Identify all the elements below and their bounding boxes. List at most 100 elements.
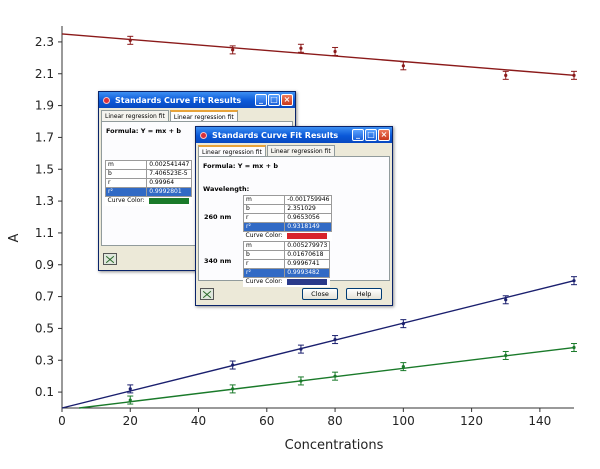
tab-linear-regression-1[interactable]: Linear regression fit — [101, 110, 169, 121]
stat-key: r² — [242, 268, 286, 278]
stat-key: m — [242, 195, 286, 205]
formula-label: Formula: Y = mx + b — [106, 127, 181, 135]
y-tick-label: 1.7 — [35, 130, 54, 144]
wavelength-340-label: 340 nm — [204, 257, 232, 265]
curve-color-swatch[interactable] — [286, 278, 327, 285]
table-row: b 2.351029 — [242, 204, 333, 214]
table-row: b 0.01670618 — [242, 250, 331, 260]
data-point — [572, 279, 576, 283]
stat-value: 0.99964 — [146, 178, 193, 188]
curve-fit-window-front[interactable]: Standards Curve Fit Results _ □ × Linear… — [195, 126, 393, 306]
maximize-icon[interactable]: □ — [365, 129, 377, 141]
data-point — [504, 73, 508, 77]
stat-value: 0.9318149 — [284, 222, 333, 232]
stat-value: 0.9653056 — [284, 213, 333, 223]
fit-line — [78, 346, 575, 409]
minimize-icon[interactable]: _ — [255, 94, 267, 106]
table-row: m 0.002541447 — [104, 160, 193, 170]
y-tick-label: 0.1 — [35, 385, 54, 399]
tab-linear-regression-2[interactable]: Linear regression fit — [266, 145, 335, 156]
y-tick-label: 1.1 — [35, 226, 54, 240]
data-point — [299, 379, 303, 383]
fit-stats-table: m 0.002541447 b 7.406523E-5 r 0.99964 r²… — [104, 160, 193, 206]
data-point — [401, 64, 405, 68]
stat-value: 0.01670618 — [284, 250, 331, 260]
y-tick-label: 2.1 — [35, 67, 54, 81]
window-title: Standards Curve Fit Results — [115, 95, 242, 105]
tab-panel: Formula: Y = mx + b Wavelength: 260 nm m… — [198, 156, 390, 287]
stat-key: r — [242, 259, 286, 269]
stat-value: 7.406523E-5 — [146, 169, 193, 179]
fit-stats-table-260: m -0.001759946 b 2.351029 r 0.9653056 r²… — [242, 195, 333, 241]
minimize-icon[interactable]: _ — [352, 129, 364, 141]
curve-color-cell — [285, 278, 330, 287]
stat-key: b — [104, 169, 148, 179]
data-point — [231, 387, 235, 391]
curve-color-swatch[interactable] — [148, 197, 189, 204]
y-tick-label: 0.3 — [35, 353, 54, 367]
y-tick-label: 1.3 — [35, 194, 54, 208]
data-point — [401, 322, 405, 326]
window-titlebar[interactable]: Standards Curve Fit Results _ □ × — [196, 127, 392, 143]
y-tick-label: 0.9 — [35, 258, 54, 272]
stat-value: 0.9996741 — [284, 259, 331, 269]
x-axis-title: Concentrations — [285, 438, 384, 453]
data-point — [231, 48, 235, 52]
curve-color-label: Curve Color: — [245, 278, 283, 286]
data-point — [299, 46, 303, 50]
table-row: r 0.9653056 — [242, 213, 333, 223]
data-point — [128, 387, 132, 391]
chart-icon[interactable] — [200, 288, 214, 300]
data-point — [333, 337, 337, 342]
x-tick-label: 140 — [528, 414, 551, 428]
data-point — [572, 345, 576, 350]
stat-key: r² — [242, 222, 286, 232]
tab-linear-regression-1[interactable]: Linear regression fit — [198, 145, 266, 156]
stat-key: b — [242, 204, 286, 214]
formula-label: Formula: Y = mx + b — [203, 162, 278, 170]
curve-color-label: Curve Color: — [107, 197, 145, 205]
table-row: m -0.001759946 — [242, 195, 333, 205]
stat-value: 2.351029 — [284, 204, 333, 214]
tab-strip: Linear regression fit Linear regression … — [196, 143, 392, 156]
y-tick-label: 1.5 — [35, 162, 54, 176]
data-point — [333, 49, 337, 54]
curve-color-cell — [285, 232, 332, 241]
chart-icon[interactable] — [103, 253, 117, 265]
window-titlebar[interactable]: Standards Curve Fit Results _ □ × — [99, 92, 295, 108]
table-row-selected[interactable]: r² 0.9318149 — [242, 222, 333, 232]
fit-line — [61, 279, 575, 409]
table-row-selected[interactable]: r² 0.9993482 — [242, 268, 331, 278]
help-button[interactable]: Help — [346, 288, 382, 300]
y-tick-label: 0.7 — [35, 290, 54, 304]
y-tick-label: 1.9 — [35, 99, 54, 113]
x-tick-label: 100 — [392, 414, 415, 428]
close-icon[interactable]: × — [281, 94, 293, 106]
curve-color-row: Curve Color: — [244, 278, 330, 287]
stat-key: r² — [104, 187, 148, 197]
x-tick-label: 0 — [58, 414, 66, 428]
chart-marks — [61, 33, 577, 409]
data-point — [401, 365, 405, 369]
curve-color-row: Curve Color: — [106, 197, 192, 206]
window-title: Standards Curve Fit Results — [212, 130, 339, 140]
maximize-icon[interactable]: □ — [268, 94, 280, 106]
close-icon[interactable]: × — [378, 129, 390, 141]
stat-value: 0.002541447 — [146, 160, 193, 170]
table-row-selected[interactable]: r² 0.9992801 — [104, 187, 193, 197]
data-point — [128, 38, 132, 42]
app-icon — [103, 96, 110, 104]
tab-linear-regression-2[interactable]: Linear regression fit — [169, 110, 238, 121]
curve-color-row: Curve Color: — [244, 232, 332, 241]
x-tick-label: 80 — [327, 414, 342, 428]
stat-key: m — [104, 160, 148, 170]
stat-key: b — [242, 250, 286, 260]
y-axis-title: A — [7, 233, 22, 242]
x-tick-label: 120 — [460, 414, 483, 428]
x-tick-label: 60 — [259, 414, 274, 428]
data-point — [504, 298, 508, 302]
stat-value: -0.001759946 — [284, 195, 333, 205]
close-button[interactable]: Close — [302, 288, 338, 300]
y-tick-label: 2.3 — [35, 35, 54, 49]
curve-color-swatch[interactable] — [286, 232, 327, 239]
